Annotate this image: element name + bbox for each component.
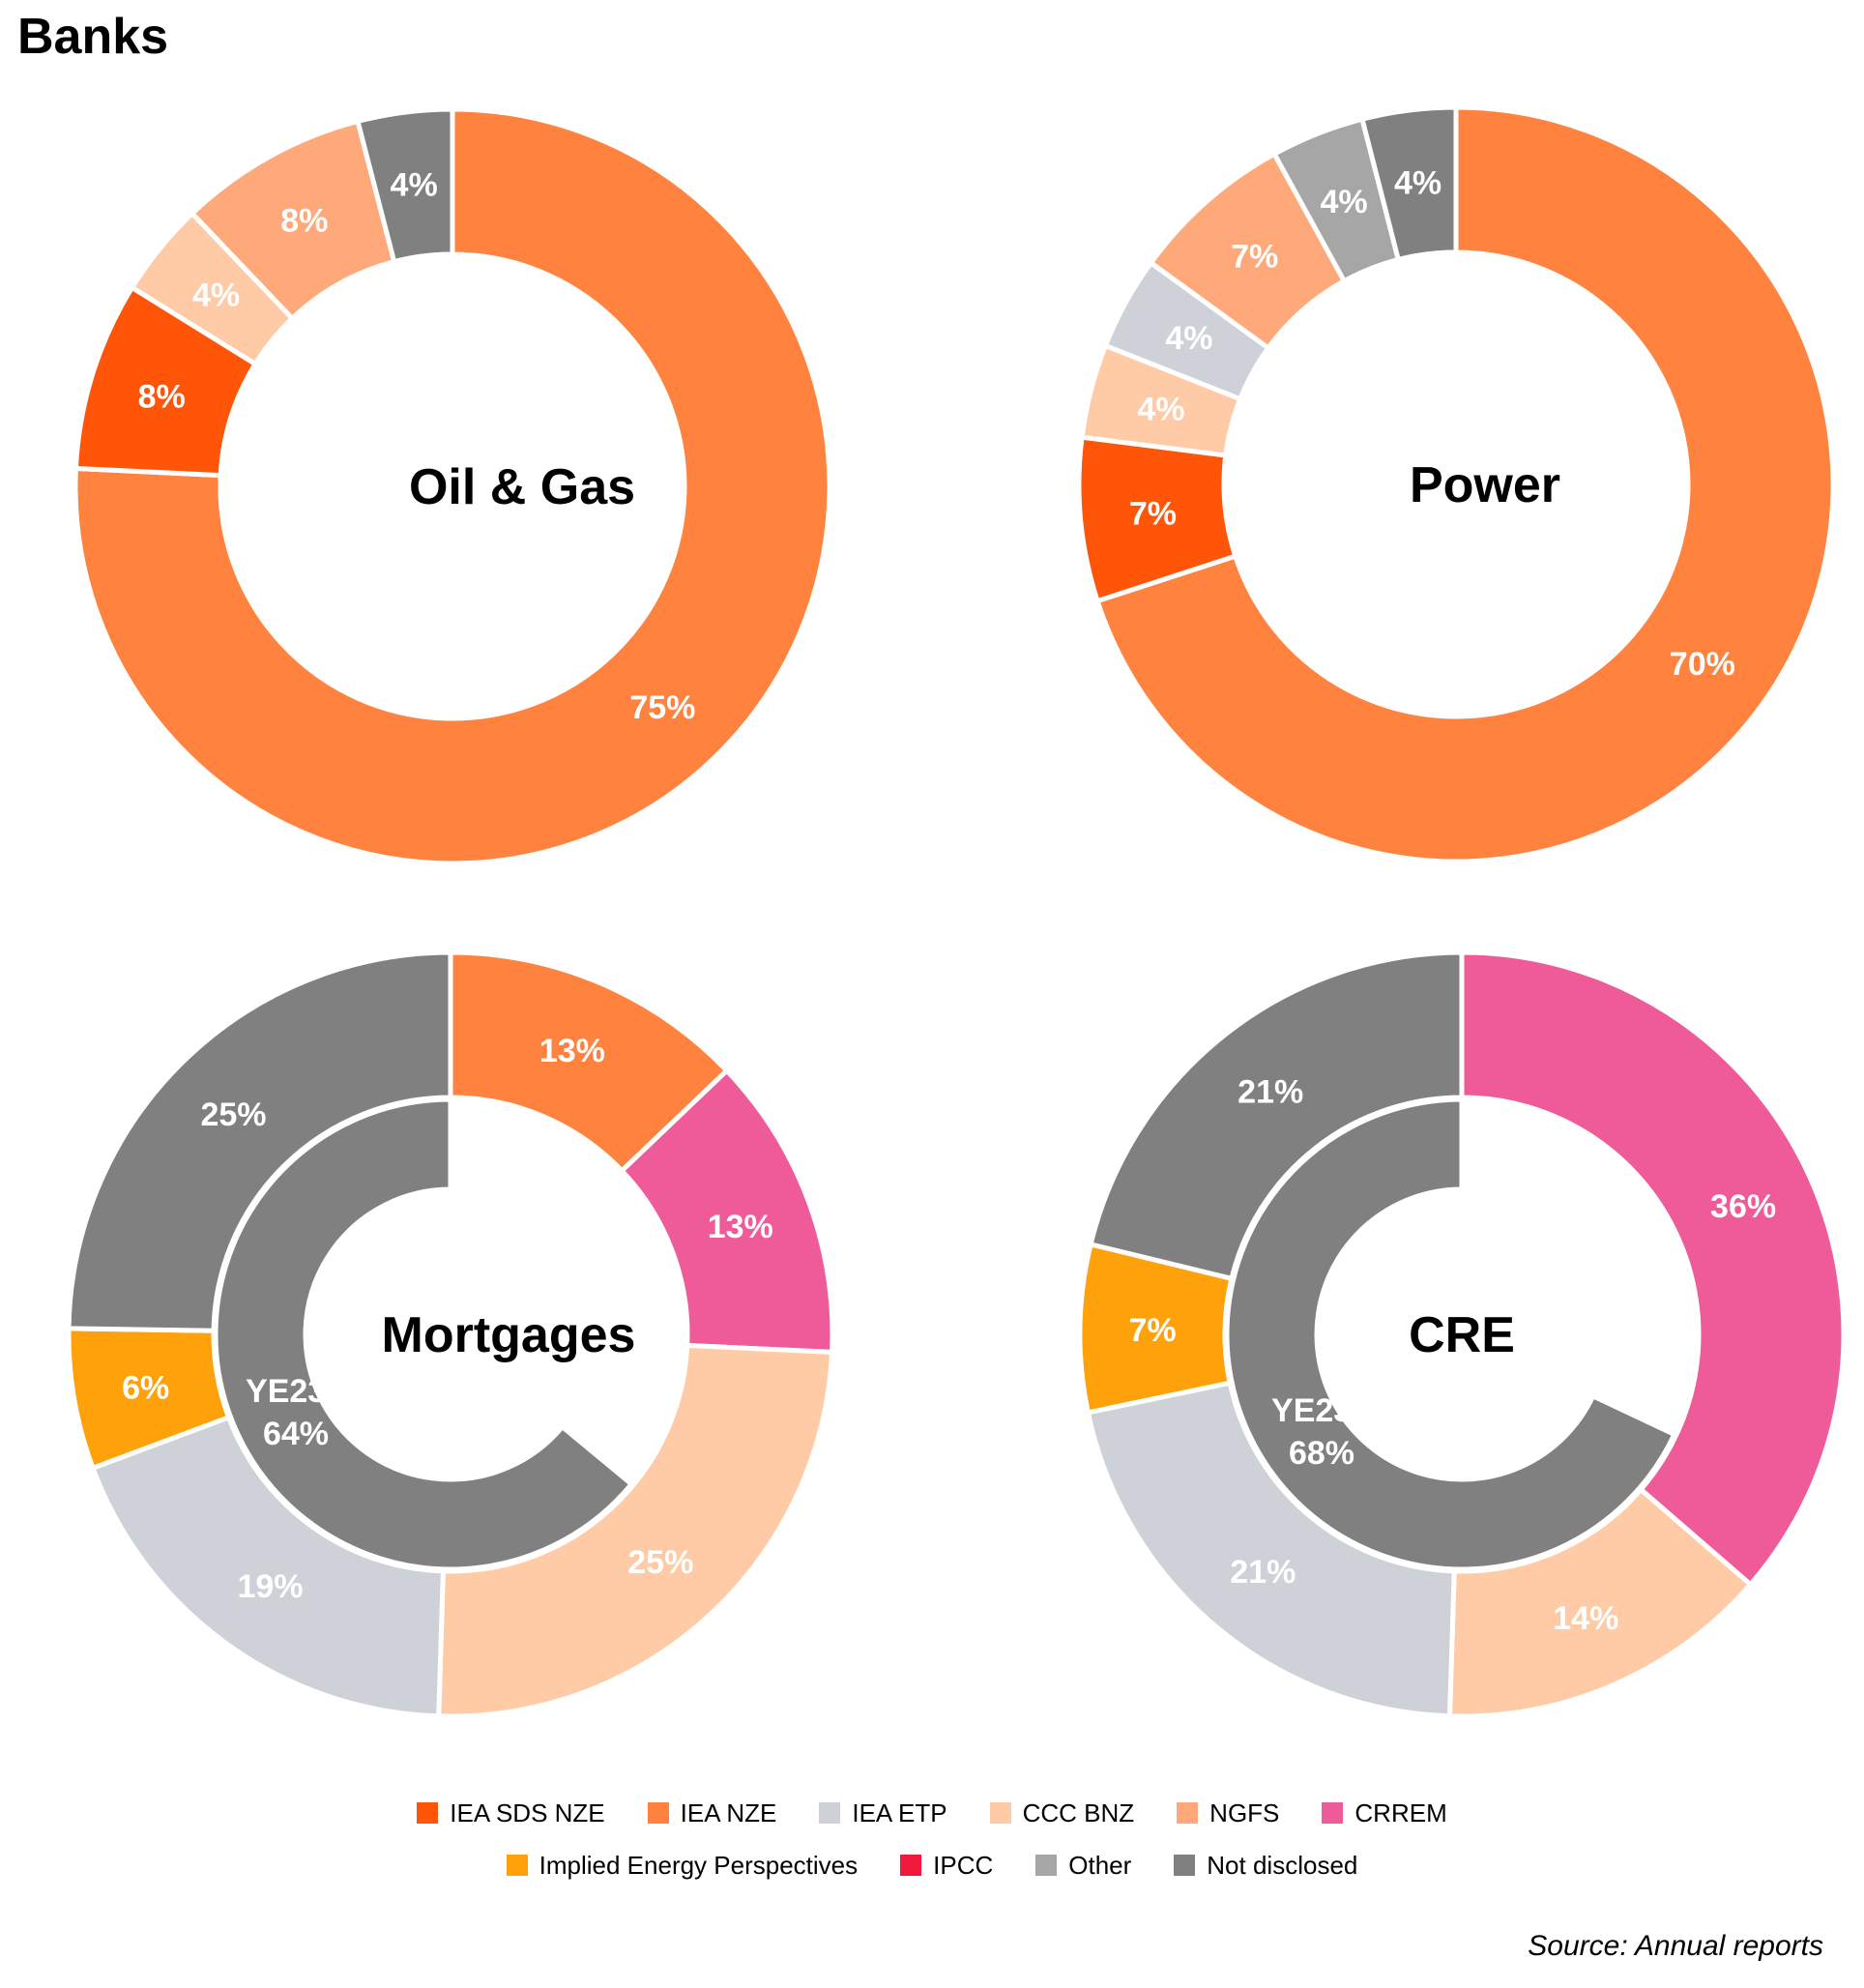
legend-swatch [900,1855,922,1876]
legend-label: Not disclosed [1207,1850,1358,1880]
inner-slice-not-disclosed [1224,1096,1678,1572]
donut-oil-gas: 75% 8% 4% 8% 4% YE23 - 32% Oil & Gas [73,106,832,866]
chart-title: Oil & Gas [409,459,635,515]
slice-label: 4% [1320,184,1367,220]
slice-label: 4% [1137,392,1184,428]
inner-label: 24% [1317,363,1383,399]
slice-label: 8% [138,378,186,415]
slice-label: 6% [122,1369,169,1406]
slice-label: 13% [539,1033,605,1069]
chart-title: Power [1410,457,1560,513]
inner-label: 32% [294,398,360,435]
legend-item-crrem: CRREM [1322,1798,1447,1828]
slice-label: 75% [629,689,695,726]
donut-power: 70% 7% 4% 4% 7% 4% 4% YE23 - 24% Power [1076,104,1836,864]
inner-label: YE23 - [1299,320,1400,357]
legend-item-iea-sds-nze: IEA SDS NZE [417,1798,605,1828]
slice-label: 19% [237,1568,303,1605]
slice-label: 4% [1394,164,1442,201]
slice-crrem [1459,950,1847,1589]
donut-cre: 36% 14% 21% 7% 21% YE23 - 68% CRE [1077,950,1847,1719]
slice-label: 21% [1230,1554,1296,1591]
inner-slice-not-disclosed [1221,249,1459,473]
legend-label: CRREM [1354,1798,1447,1827]
inner-slice-not-disclosed [218,251,455,589]
legend-swatch [989,1802,1011,1824]
slice-label: 13% [708,1209,773,1245]
slice-label: 70% [1670,646,1735,683]
legend-swatch [1322,1802,1344,1824]
legend-label: NGFS [1209,1798,1280,1827]
donut-charts: 75% 8% 4% 8% 4% YE23 - 32% Oil & Gas 70% 7% 4% 4% 7%… [66,104,1847,1719]
legend-label: Implied Energy Perspectives [539,1850,859,1880]
slice-label: 21% [1238,1073,1303,1110]
slice-label: 4% [391,167,438,204]
chart-title: CRE [1409,1307,1515,1363]
chart-title: Mortgages [382,1307,636,1363]
legend-swatch [1035,1855,1058,1876]
slice-label: 7% [1129,496,1177,533]
inner-label: YE23 - [1271,1392,1372,1429]
legend-swatch [417,1802,439,1824]
legend-item-ccc-bnz: CCC BNZ [989,1798,1135,1828]
donut-mortgages: 13% 13% 25% 19% 6% 25% YE23 - 64% Mortgages [66,950,835,1719]
legend-swatch [1174,1855,1196,1876]
legend-label: IEA NZE [680,1798,777,1827]
legend-swatch [647,1802,669,1824]
legend-item-iea-etp: IEA ETP [819,1798,947,1828]
legend-swatch [1177,1802,1199,1824]
inner-label: YE23 - [277,356,377,393]
inner-label: YE23 - [246,1373,346,1410]
inner-slice-not-disclosed [213,1096,635,1572]
legend-label: Other [1068,1850,1132,1880]
legend-row: IEA SDS NZE IEA NZE IEA ETP CCC BNZ NGFS CRRE… [0,1787,1864,1839]
slice-label: 8% [280,203,328,240]
slice-iea-nze [73,106,832,866]
inner-label: 64% [263,1416,329,1452]
legend-label: IEA SDS NZE [450,1798,605,1827]
legend-item-not-disclosed: Not disclosed [1174,1851,1357,1881]
legend-item-iea-nze: IEA NZE [647,1798,777,1828]
slice-label: 25% [627,1544,693,1581]
legend-item-ipcc: IPCC [900,1851,993,1881]
legend-label: IEA ETP [852,1798,947,1827]
source-note: Source: Annual reports [1528,1930,1823,1962]
legend-label: IPCC [933,1850,994,1880]
legend-swatch [819,1802,841,1824]
slice-ccc-bnz [436,1342,835,1719]
slice-label: 7% [1231,239,1278,276]
slice-iea-nze [1093,104,1836,864]
slice-label: 14% [1553,1600,1618,1637]
slice-label: 36% [1710,1188,1776,1225]
slice-label: 4% [1165,320,1212,357]
legend-row: Implied Energy Perspectives IPCC Other Not … [0,1839,1864,1891]
legend-swatch [506,1855,528,1876]
inner-label: 68% [1289,1435,1354,1472]
legend-label: CCC BNZ [1022,1798,1135,1827]
page-title: Banks [17,9,169,65]
slice-label: 7% [1128,1312,1176,1349]
slice-label: 25% [200,1096,266,1133]
legend-item-implied-energy-perspectives: Implied Energy Perspectives [506,1850,859,1881]
slice-label: 4% [192,277,240,313]
legend-item-ngfs: NGFS [1177,1798,1279,1828]
legend-item-other: Other [1035,1851,1131,1881]
legend: IEA SDS NZE IEA NZE IEA ETP CCC BNZ NGFS CRRE… [0,1787,1864,1891]
